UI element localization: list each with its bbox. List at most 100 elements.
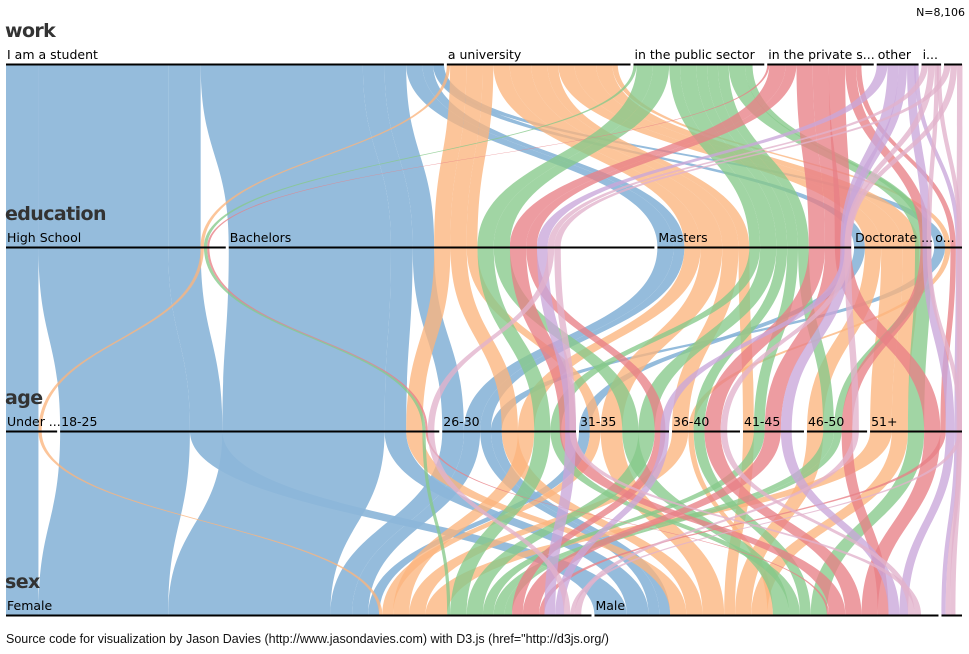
- ribbon-private-a4145[interactable]: [764, 247, 842, 431]
- ribbon-student-under[interactable]: [6, 247, 39, 431]
- ribbon-public-a2630[interactable]: [550, 247, 761, 431]
- category-label-student[interactable]: I am a student: [7, 47, 98, 62]
- ribbon-private-male[interactable]: [704, 431, 862, 615]
- ribbon-w7-a51[interactable]: [956, 247, 962, 431]
- ribbon-private-male[interactable]: [559, 431, 846, 615]
- category-label-a1825[interactable]: 18-25: [61, 414, 97, 429]
- ribbon-private-a4650[interactable]: [841, 247, 932, 431]
- ribbon-university-female[interactable]: [393, 431, 535, 615]
- ribbon-student-o[interactable]: [433, 64, 946, 247]
- ribbon-student-female[interactable]: [352, 431, 481, 615]
- ribbon-w7-a2630[interactable]: [554, 247, 576, 431]
- ribbon-other-a3135[interactable]: [660, 247, 852, 431]
- ribbon-w7-o[interactable]: [956, 64, 963, 247]
- category-label-a3640[interactable]: 36-40: [673, 414, 709, 429]
- ribbon-student-masters[interactable]: [422, 64, 685, 247]
- category-label-female[interactable]: Female: [7, 598, 53, 613]
- ribbon-university-male[interactable]: [501, 431, 703, 615]
- ribbon-public-male[interactable]: [693, 431, 811, 615]
- dimension-title-age[interactable]: age: [5, 387, 43, 409]
- ribbon-student-a1825[interactable]: [168, 247, 223, 431]
- ribbon-university-a1825[interactable]: [406, 247, 451, 431]
- category-label-masters[interactable]: Masters: [658, 230, 707, 245]
- ribbon-private-a3135[interactable]: [526, 247, 666, 431]
- ribbon-private-a1825[interactable]: [207, 247, 428, 431]
- ribbon-public-a4145[interactable]: [753, 247, 799, 431]
- ribbon-student-male[interactable]: [480, 431, 660, 615]
- ribbon-public-masters[interactable]: [696, 64, 788, 247]
- category-label-i[interactable]: i...: [923, 47, 938, 62]
- category-label-private[interactable]: in the private s...: [768, 47, 874, 62]
- category-label-other[interactable]: other: [878, 47, 912, 62]
- ribbon-w7-s3[interactable]: [950, 431, 962, 615]
- ribbon-private-masters[interactable]: [812, 64, 842, 247]
- ribbon-i-a51[interactable]: [926, 247, 962, 431]
- ribbon-i-male[interactable]: [720, 431, 915, 615]
- ribbon-public-female[interactable]: [493, 431, 835, 615]
- ribbon-public-masters[interactable]: [680, 64, 777, 247]
- ribbon-private-male[interactable]: [425, 431, 830, 615]
- ribbon-public-highschool[interactable]: [203, 64, 637, 247]
- dimension-title-sex[interactable]: sex: [5, 571, 41, 593]
- dimension-title-education[interactable]: education: [5, 203, 107, 225]
- category-label-a4650[interactable]: 46-50: [808, 414, 844, 429]
- dimension-title-work[interactable]: work: [5, 20, 57, 42]
- ribbon-i-bachelors[interactable]: [547, 64, 929, 247]
- ribbon-i-a3640[interactable]: [720, 247, 852, 431]
- ribbon-private-a2630[interactable]: [509, 247, 576, 431]
- ribbon-university-masters[interactable]: [509, 64, 723, 247]
- ribbon-university-a2630[interactable]: [450, 247, 518, 431]
- category-label-a2630[interactable]: 26-30: [443, 414, 479, 429]
- ribbon-i-doctorate[interactable]: [926, 64, 939, 247]
- category-label-male[interactable]: Male: [595, 598, 625, 613]
- ribbon-public-bachelors[interactable]: [493, 64, 670, 247]
- ribbon-public-female[interactable]: [422, 431, 451, 615]
- ribbon-student-female[interactable]: [368, 431, 590, 615]
- ribbon-public-a3135[interactable]: [638, 247, 777, 431]
- ribbon-university-bachelors[interactable]: [450, 64, 483, 247]
- ribbon-student-female[interactable]: [38, 431, 190, 615]
- ribbon-other-male[interactable]: [780, 431, 900, 615]
- ribbon-student-a1825[interactable]: [384, 247, 413, 431]
- ribbon-private-bachelors[interactable]: [526, 64, 797, 247]
- category-label-highschool[interactable]: High School: [7, 230, 81, 245]
- ribbon-w7-masters[interactable]: [844, 64, 958, 247]
- ribbon-university-male[interactable]: [751, 431, 908, 615]
- ribbon-university-a3135[interactable]: [466, 247, 601, 431]
- ribbon-university-bachelors[interactable]: [466, 64, 494, 247]
- ribbon-private-female[interactable]: [522, 431, 781, 615]
- ribbon-student-a1825[interactable]: [222, 247, 391, 431]
- ribbon-private-highschool[interactable]: [207, 64, 770, 247]
- ribbon-private-a3640[interactable]: [704, 247, 826, 431]
- ribbon-i-a1825[interactable]: [427, 247, 555, 431]
- ribbon-student-masters[interactable]: [406, 64, 674, 247]
- ribbon-university-o[interactable]: [612, 64, 951, 247]
- ribbon-student-a2630[interactable]: [490, 247, 946, 431]
- category-label-under[interactable]: Under ...: [7, 414, 61, 429]
- ribbon-w7-a4650[interactable]: [844, 247, 859, 431]
- ribbon-w7-female[interactable]: [574, 431, 859, 615]
- category-label-a4145[interactable]: 41-45: [744, 414, 780, 429]
- ribbon-student-bachelors[interactable]: [200, 64, 391, 247]
- ribbon-public-a2630[interactable]: [477, 247, 551, 431]
- ribbon-student-female[interactable]: [168, 431, 385, 615]
- ribbon-university-masters[interactable]: [493, 64, 701, 247]
- ribbon-public-masters[interactable]: [717, 64, 809, 247]
- ribbon-student-a1825[interactable]: [38, 247, 190, 431]
- ribbon-student-highschool[interactable]: [6, 64, 39, 247]
- ribbon-other-a4145[interactable]: [780, 247, 852, 431]
- ribbon-private-female[interactable]: [512, 431, 666, 615]
- ribbon-private-masters[interactable]: [796, 64, 826, 247]
- ribbon-student-male[interactable]: [384, 431, 649, 615]
- category-label-o[interactable]: o...: [935, 230, 954, 245]
- ribbon-i-female[interactable]: [570, 431, 962, 615]
- ribbon-student-male[interactable]: [490, 431, 671, 615]
- ribbon-university-highschool[interactable]: [200, 64, 451, 247]
- ribbon-university-male[interactable]: [688, 431, 773, 615]
- category-label-a51[interactable]: 51+: [871, 414, 897, 429]
- ribbon-public-bachelors[interactable]: [477, 64, 653, 247]
- ribbon-other-a2630[interactable]: [536, 247, 576, 431]
- category-label-public[interactable]: in the public sector: [635, 47, 756, 62]
- ribbon-student-a2630[interactable]: [480, 247, 685, 431]
- ribbon-student-female[interactable]: [6, 431, 39, 615]
